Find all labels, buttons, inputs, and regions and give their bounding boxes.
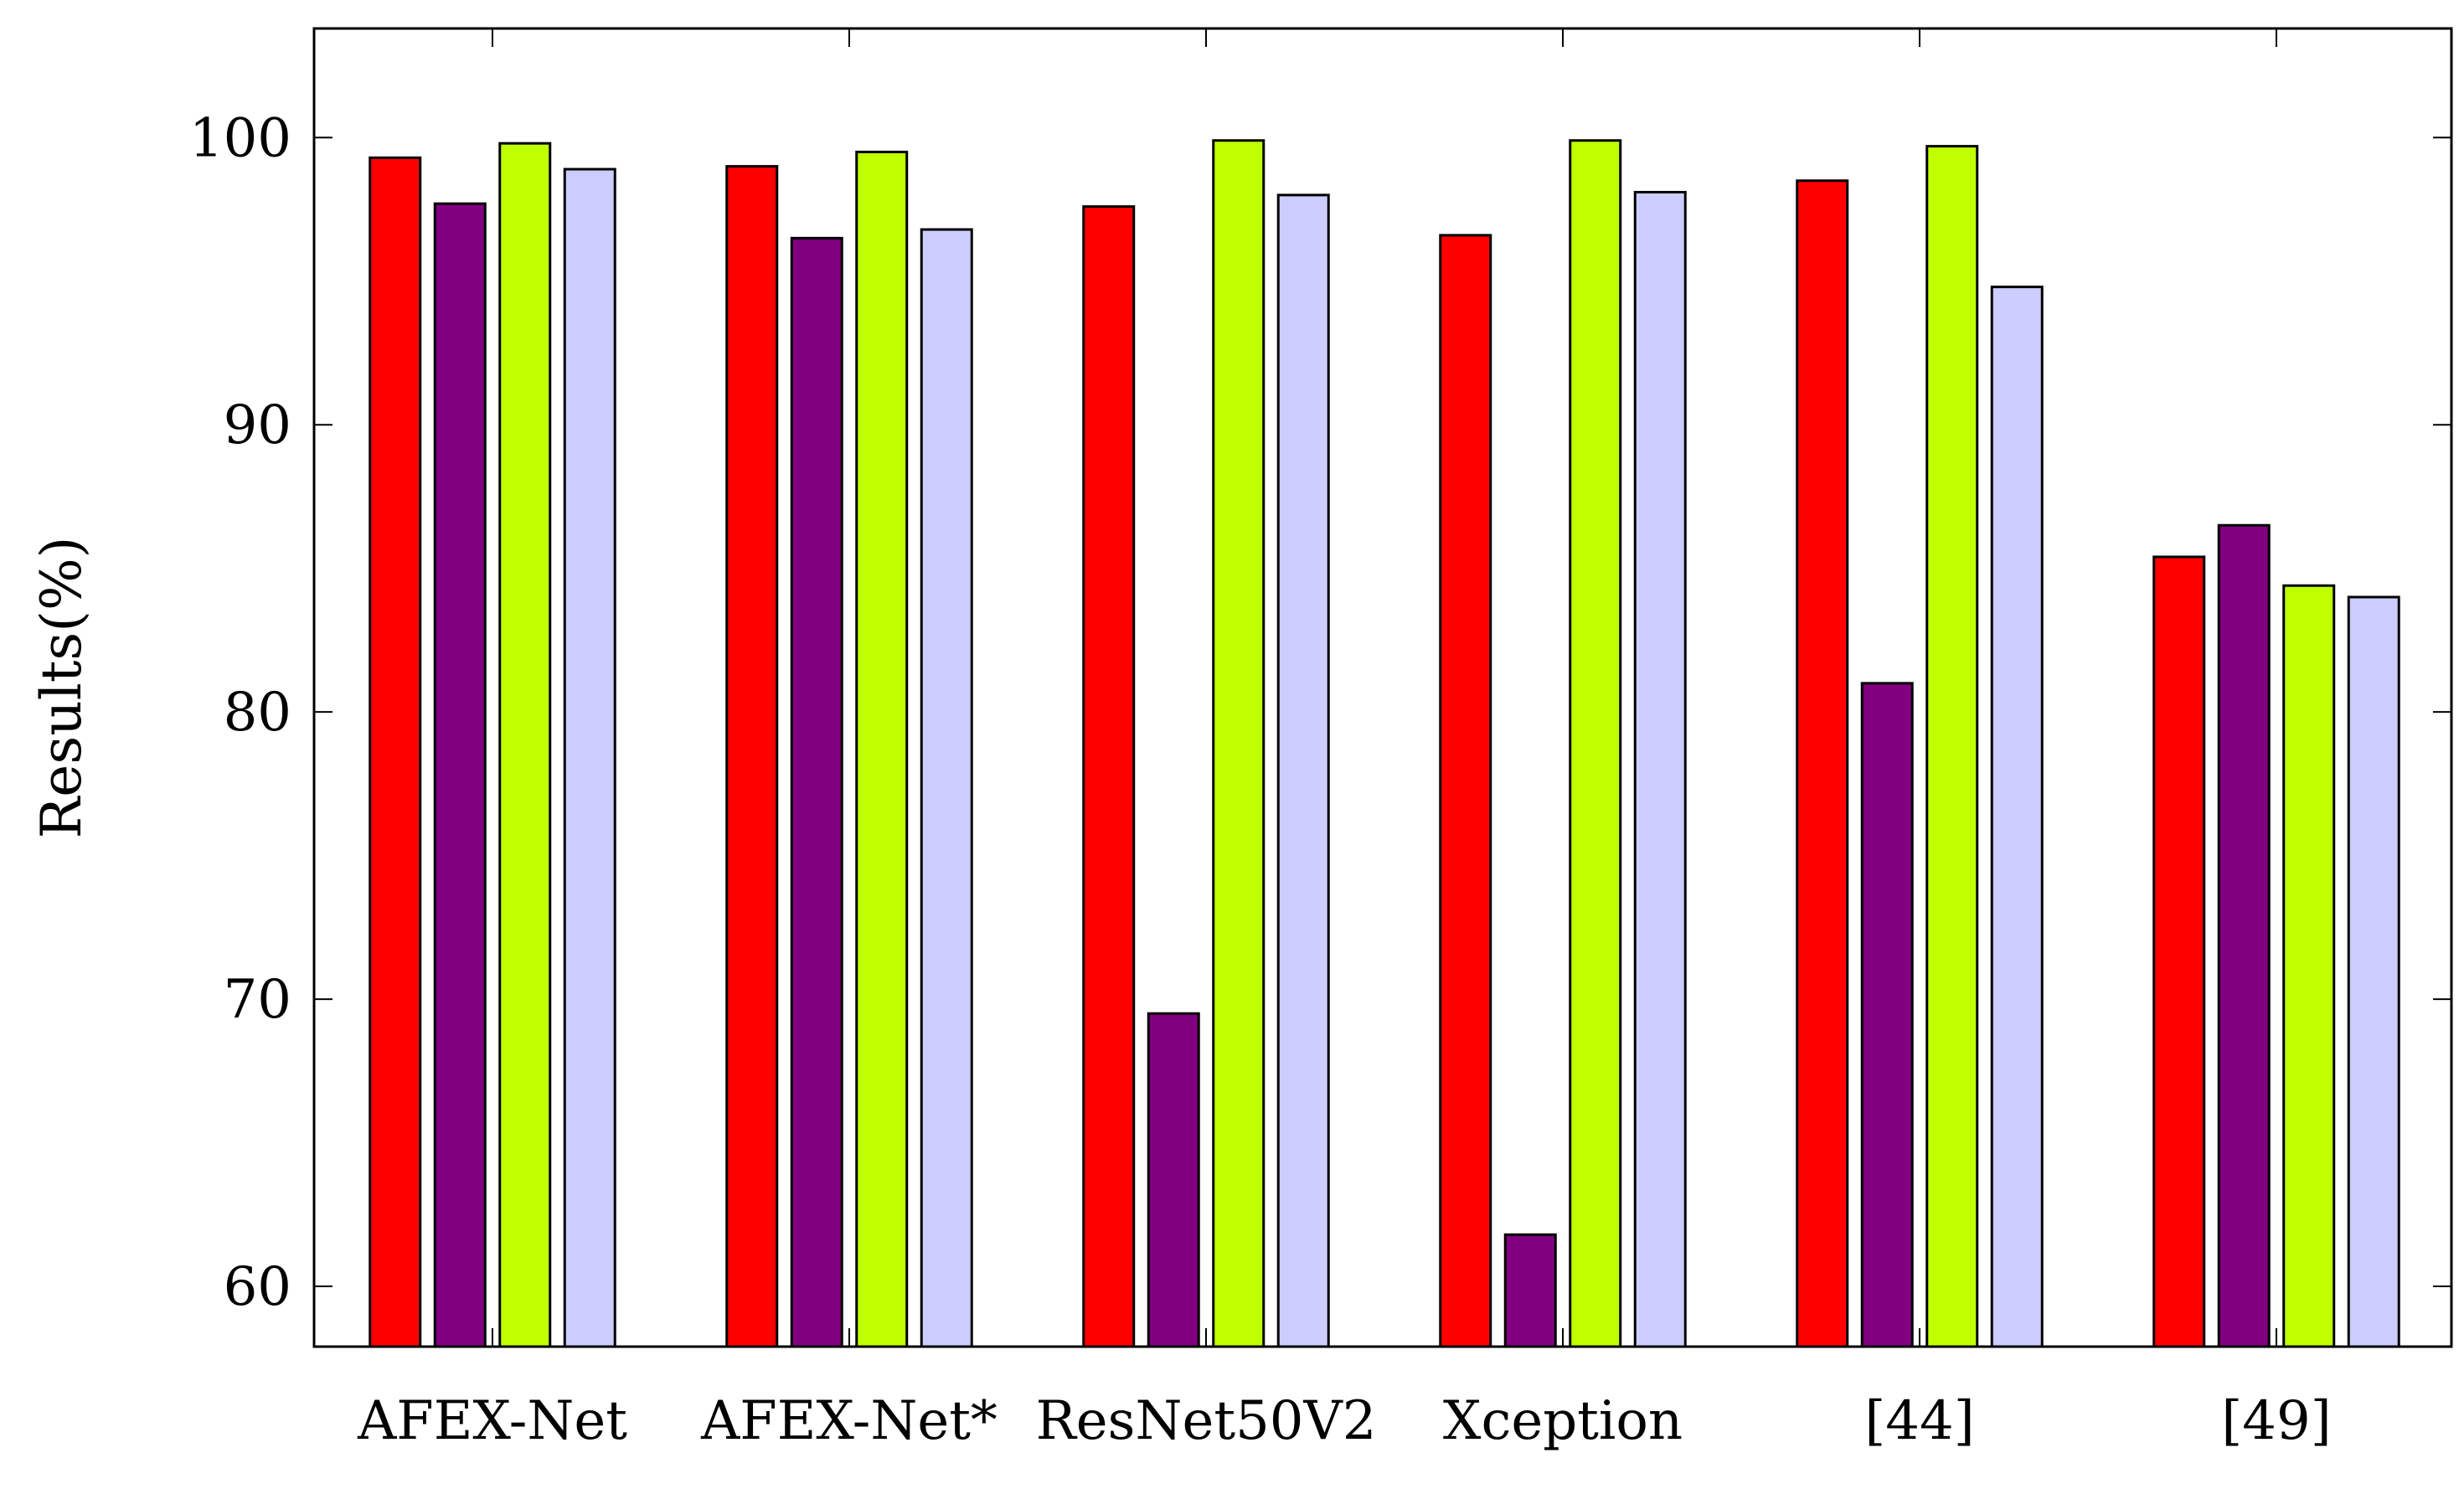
x-tick-label: Xception <box>1443 1390 1683 1452</box>
x-tick-label: ResNet50V2 <box>1036 1390 1377 1452</box>
bar <box>1439 234 1492 1348</box>
bar <box>2347 595 2400 1348</box>
x-tick-label: [49] <box>2221 1390 2331 1452</box>
axis-ticks <box>314 28 2451 1347</box>
x-tick-label: AFEX-Net* <box>700 1390 997 1452</box>
y-tick-label: 100 <box>189 107 291 169</box>
bar <box>498 142 552 1348</box>
bar <box>1569 139 1622 1348</box>
bar <box>369 156 422 1348</box>
plot-frame <box>312 27 2453 1348</box>
bar <box>2217 523 2271 1348</box>
bar <box>433 202 487 1348</box>
bars <box>369 139 2400 1348</box>
bar <box>855 150 909 1348</box>
bar <box>2282 584 2336 1348</box>
bar <box>920 228 973 1348</box>
bar <box>1633 190 1687 1348</box>
bar <box>1147 1012 1200 1348</box>
x-tick-label: [44] <box>1864 1390 1974 1452</box>
x-tick-label: AFEX-Net <box>357 1390 627 1452</box>
y-tick-labels: 60 70 80 90 100 <box>189 107 291 1318</box>
y-tick-label: 90 <box>224 394 291 456</box>
x-tick-labels: AFEX-Net AFEX-Net* ResNet50V2 Xception [44] [… <box>357 1390 2332 1452</box>
bar <box>1276 193 1330 1348</box>
bar <box>1990 286 2044 1348</box>
bar <box>725 165 779 1348</box>
y-axis-label: Results(%) <box>29 537 94 839</box>
bar <box>2152 555 2206 1348</box>
bar <box>1082 205 1136 1348</box>
bar <box>1796 179 1849 1348</box>
bar <box>790 236 843 1348</box>
bar <box>1503 1233 1557 1348</box>
y-tick-label: 60 <box>224 1256 291 1318</box>
y-tick-label: 70 <box>224 969 291 1031</box>
bar <box>563 167 616 1348</box>
y-tick-label: 80 <box>224 682 291 744</box>
bar <box>1860 682 1914 1348</box>
plot-background <box>314 28 2451 1347</box>
bar <box>1212 139 1266 1348</box>
bar <box>1925 145 1979 1348</box>
